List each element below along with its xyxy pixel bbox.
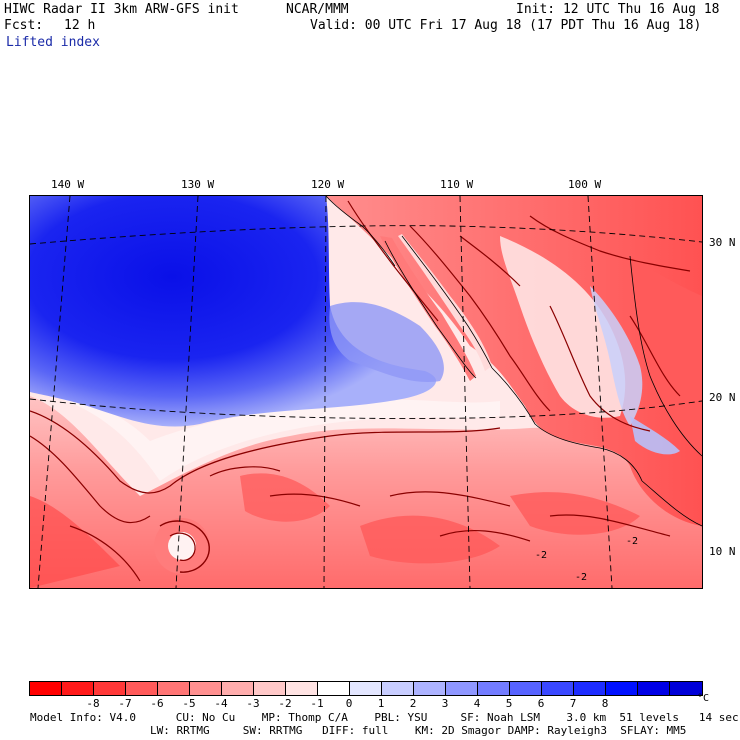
colorbar-swatch [62, 682, 94, 695]
colorbar-swatch [414, 682, 446, 695]
coastlines [325, 196, 702, 527]
colorbar-tick-label: 7 [569, 697, 577, 710]
colorbar-tick-label: -4 [214, 697, 228, 710]
colorbar-swatch [446, 682, 478, 695]
colorbar-swatch [350, 682, 382, 695]
lon-label-120w: 120 W [311, 178, 345, 191]
colorbar-swatch [542, 682, 574, 695]
colorbar-swatch [510, 682, 542, 695]
colorbar-swatch [670, 682, 702, 695]
unstable-patch-1 [240, 473, 330, 522]
colorbar-swatch [190, 682, 222, 695]
colorbar-swatch [382, 682, 414, 695]
colorbar-tick-label: -8 [86, 697, 100, 710]
model-info-line-2: LW: RRTMG SW: RRTMG DIFF: full KM: 2D Sm… [150, 724, 687, 737]
colorbar-tick-label: 3 [441, 697, 449, 710]
init-time: Init: 12 UTC Thu 16 Aug 18 [516, 2, 720, 17]
colorbar-unit: °C [697, 693, 710, 704]
valid-time: Valid: 00 UTC Fri 17 Aug 18 (17 PDT Thu … [310, 18, 702, 33]
lat-label-30n: 30 N [709, 236, 736, 249]
colorbar-swatch [94, 682, 126, 695]
colorbar-tick-label: -2 [278, 697, 292, 710]
stable-region-pacific [30, 196, 437, 427]
unstable-patch-3 [510, 492, 640, 535]
colorbar-swatch [222, 682, 254, 695]
colorbar-tick-label: 0 [345, 697, 353, 710]
unstable-patch-2 [360, 515, 500, 564]
lifted-index-colorbar [29, 681, 703, 696]
colorbar-swatch [478, 682, 510, 695]
organization-label: NCAR/MMM [286, 2, 349, 17]
map-canvas: -2 -2 -2 [30, 196, 702, 588]
forecast-hour: 12 h [64, 18, 96, 33]
neutral-band [30, 386, 500, 481]
lat-label-10n: 10 N [709, 545, 736, 558]
colorbar-tick-label: 1 [377, 697, 385, 710]
colorbar-swatch [158, 682, 190, 695]
colorbar-swatch [318, 682, 350, 695]
colorbar-tick-label: -7 [118, 697, 132, 710]
colorbar-swatch [574, 682, 606, 695]
lon-label-110w: 110 W [440, 178, 474, 191]
colorbar-tick-label: -5 [182, 697, 196, 710]
plateau-stable-patch [590, 286, 643, 426]
colorbar-swatch [126, 682, 158, 695]
contour-label-3: -2 [626, 536, 638, 547]
colorbar-tick-label: 5 [505, 697, 513, 710]
gulf-of-mexico-unstable [630, 256, 702, 456]
graticule [30, 196, 702, 588]
gulf-stable-patch [630, 416, 680, 455]
contour-label-2: -2 [575, 572, 587, 583]
stable-region-offshore [329, 302, 444, 382]
contour-lines [30, 200, 691, 582]
colorbar-swatch [286, 682, 318, 695]
lat-label-20n: 20 N [709, 391, 736, 404]
colorbar-tick-label: 4 [473, 697, 481, 710]
colorbar-swatch [30, 682, 62, 695]
colorbar-tick-label: 6 [537, 697, 545, 710]
mexican-plateau [500, 236, 626, 418]
colorbar-swatch [638, 682, 670, 695]
model-info-line-1: Model Info: V4.0 CU: No Cu MP: Thomp C/A… [30, 711, 739, 724]
colorbar-swatch [606, 682, 638, 695]
model-title: HIWC Radar II 3km ARW-GFS init [4, 2, 239, 17]
colorbar-tick-label: -3 [246, 697, 260, 710]
lon-label-130w: 130 W [181, 178, 215, 191]
colorbar-tick-label: 8 [601, 697, 609, 710]
field-name: Lifted index [6, 35, 100, 50]
colorbar-swatch [254, 682, 286, 695]
unstable-southwest [30, 496, 120, 588]
contour-label-1: -2 [535, 550, 547, 561]
lifted-index-map: -2 -2 -2 [29, 195, 703, 589]
lon-label-140w: 140 W [51, 178, 85, 191]
colorbar-tick-label: -1 [310, 697, 324, 710]
colorbar-tick-label: 2 [409, 697, 417, 710]
gulf-of-california [398, 234, 492, 371]
forecast-label: Fcst: [4, 18, 44, 33]
lon-label-100w: 100 W [568, 178, 602, 191]
tropical-cyclone [154, 518, 210, 574]
colorbar-tick-label: -6 [150, 697, 164, 710]
